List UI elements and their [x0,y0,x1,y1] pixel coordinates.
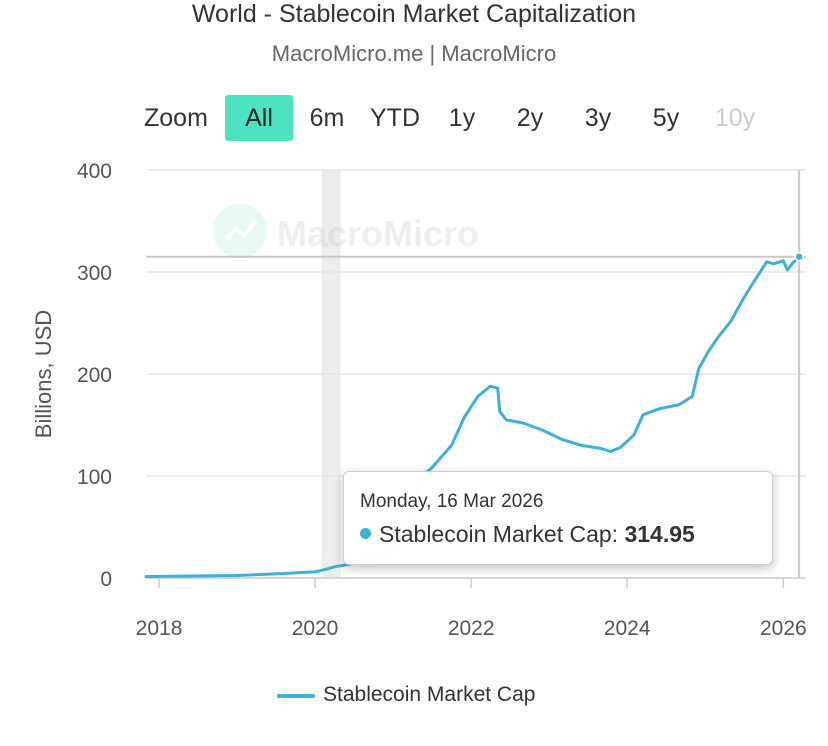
x-tick-label: 2022 [448,617,495,640]
x-tick-label: 2020 [292,617,339,640]
chart-subtitle: MacroMicro.me | MacroMicro [271,41,557,66]
legend-swatch [277,694,315,698]
tooltip-series-dot [360,528,371,539]
range-10y-button[interactable]: 10y [714,104,756,132]
range-3y-button[interactable]: 3y [584,104,612,132]
y-tick-label: 200 [77,364,112,387]
x-tick-label: 2024 [604,617,651,640]
range-5y-button[interactable]: 5y [652,104,680,132]
tooltip: Monday, 16 Mar 2026 Stablecoin Market Ca… [343,471,773,565]
range-2y-button[interactable]: 2y [516,104,544,132]
y-tick-label: 100 [77,466,112,489]
tooltip-date: Monday, 16 Mar 2026 [360,491,544,512]
watermark: MacroMicro [213,204,479,258]
watermark-logo-mark [224,218,258,242]
range-6m-button[interactable]: 6m [309,104,345,132]
range-1y-button[interactable]: 1y [448,104,476,132]
y-tick-label: 400 [77,160,112,183]
range-ytd-button[interactable]: YTD [370,104,420,132]
y-tick-label: 300 [77,262,112,285]
tooltip-value: 314.95 [624,521,695,547]
zoom-label: Zoom [144,104,208,132]
watermark-logo-icon [213,204,267,258]
x-tick-label: 2026 [760,617,807,640]
legend-label: Stablecoin Market Cap [323,683,536,706]
chart-title: World - Stablecoin Market Capitalization [191,0,637,28]
tooltip-series-label: Stablecoin Market Cap: [379,521,625,547]
x-tick-label: 2018 [136,617,183,640]
range-all-button[interactable]: All [225,95,293,141]
y-axis-title: Billions, USD [31,310,56,438]
y-tick-label: 0 [100,568,112,591]
hover-point-marker [794,252,804,262]
watermark-text: MacroMicro [277,213,479,254]
tooltip-series-row: Stablecoin Market Cap: 314.95 [360,521,695,548]
